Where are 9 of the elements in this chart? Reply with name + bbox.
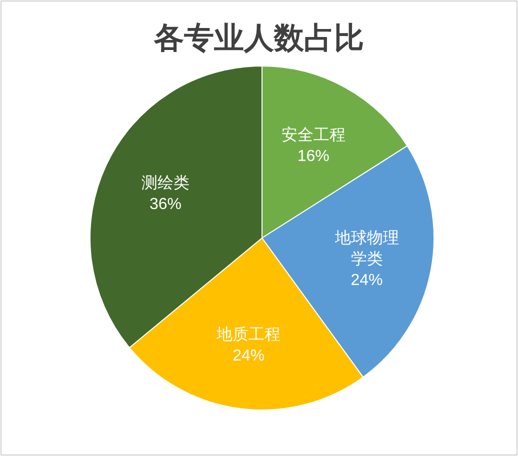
chart-title: 各专业人数占比 — [153, 22, 364, 55]
data-label: 24% — [232, 347, 265, 364]
data-label: 24% — [350, 272, 383, 289]
data-label: 16% — [297, 148, 330, 166]
slice-label: 安全工程 — [281, 126, 346, 144]
slice-label: 地球物理学类 — [334, 228, 399, 268]
slice-label: 测绘类 — [142, 174, 190, 192]
data-label: 36% — [149, 196, 182, 214]
slice-label: 地质工程 — [216, 325, 281, 344]
